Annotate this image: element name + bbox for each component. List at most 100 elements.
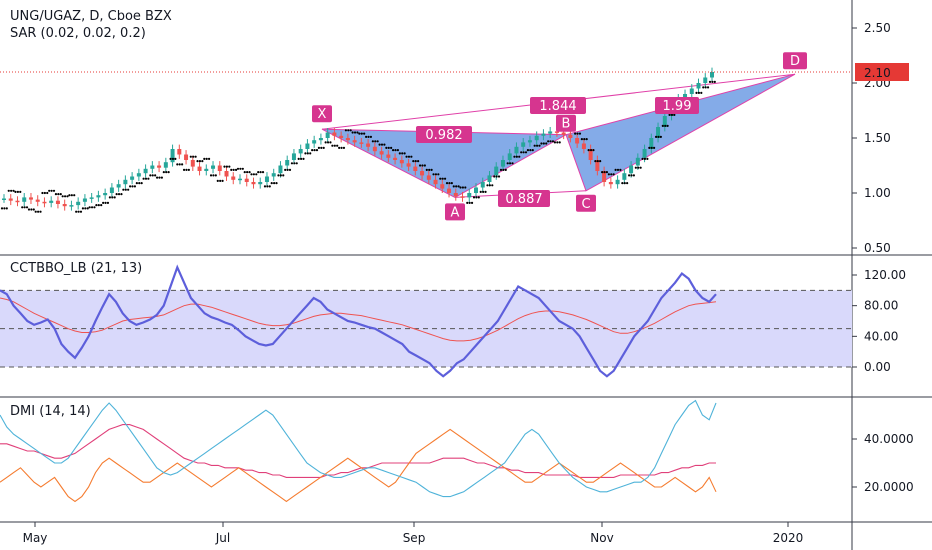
sar-dot xyxy=(403,152,406,155)
candle-body xyxy=(689,88,694,94)
time-tick-label: Nov xyxy=(590,531,613,545)
sar-dot xyxy=(643,157,647,160)
sar-dot xyxy=(387,146,390,149)
sar-dot xyxy=(162,171,165,174)
candle-body xyxy=(534,135,539,141)
candle-body xyxy=(649,138,654,149)
sar-dot xyxy=(194,155,197,158)
price-tick-label: 1.00 xyxy=(864,186,891,200)
sar-dot xyxy=(140,182,143,185)
sar-dot xyxy=(452,185,455,188)
ratio-label-xac: 0.887 xyxy=(505,192,542,207)
sar-dot xyxy=(250,173,253,176)
candle-body xyxy=(312,140,317,144)
sar-dot xyxy=(127,188,130,191)
sar-dot xyxy=(410,155,413,158)
candle-body xyxy=(372,146,377,152)
sar-dot xyxy=(553,141,557,144)
sar-dot xyxy=(84,207,87,210)
sar-dot xyxy=(263,185,267,188)
point-label-a: A xyxy=(451,205,460,220)
sar-dot xyxy=(138,182,141,185)
dmi-tick-label: 20.0000 xyxy=(864,480,914,494)
sar-dot xyxy=(574,132,577,135)
candle-body xyxy=(55,200,60,204)
sar-dot xyxy=(418,164,422,167)
sar-dot xyxy=(169,157,172,160)
current-price-badge xyxy=(855,63,909,81)
sar-dot xyxy=(293,162,296,165)
sar-dot xyxy=(713,80,716,83)
sar-dot xyxy=(535,144,539,147)
sar-dot xyxy=(659,135,662,138)
sar-dot xyxy=(171,157,175,160)
sar-dot xyxy=(322,146,325,149)
sar-dot xyxy=(578,132,582,135)
sar-dot xyxy=(331,144,334,147)
candle-body xyxy=(683,94,688,99)
sar-dot xyxy=(286,168,289,171)
candle-body xyxy=(500,160,505,167)
sar-dot xyxy=(391,149,395,152)
sar-dot xyxy=(234,168,238,171)
sar-dot xyxy=(43,191,46,195)
dmi-title: DMI (14, 14) xyxy=(10,404,91,419)
sar-dot xyxy=(239,167,242,170)
sar-dot xyxy=(394,149,397,152)
sar-dot xyxy=(632,174,635,177)
candle-body xyxy=(710,72,714,78)
dmi-plus-line xyxy=(0,399,717,498)
sar-dot xyxy=(219,179,222,182)
sar-dot xyxy=(77,210,80,213)
sar-dot xyxy=(236,167,240,170)
sar-dot xyxy=(214,174,217,177)
sar-dot xyxy=(551,140,555,143)
candle-body xyxy=(393,157,398,160)
sar-dot xyxy=(495,175,498,178)
sar-dot xyxy=(695,91,698,94)
sar-dot xyxy=(513,155,516,158)
sar-dot xyxy=(52,189,56,192)
time-tick-label: May xyxy=(23,531,48,545)
sar-dot xyxy=(423,164,426,167)
sar-dot xyxy=(5,207,8,210)
candle-body xyxy=(251,182,256,185)
sar-dot xyxy=(506,162,509,165)
candle-body xyxy=(271,173,276,177)
sar-dot xyxy=(533,144,536,147)
candle-body xyxy=(615,179,620,185)
candle-body xyxy=(406,163,411,167)
candle-body xyxy=(426,175,431,180)
sar-dot xyxy=(603,171,606,174)
candle-body xyxy=(622,173,627,180)
sar-dot xyxy=(614,168,617,171)
sar-dot xyxy=(457,185,460,188)
candle-body xyxy=(35,199,40,202)
sar-dot xyxy=(475,196,478,199)
sar-dot xyxy=(430,168,433,171)
sar-dot xyxy=(243,171,246,174)
sar-dot xyxy=(470,201,474,204)
sar-dot xyxy=(284,168,287,171)
sar-dot xyxy=(54,193,58,196)
sar-dot xyxy=(223,165,226,168)
sar-dot xyxy=(108,196,111,199)
sar-dot xyxy=(522,151,525,154)
candle-body xyxy=(494,166,499,176)
point-label-x-bg xyxy=(312,105,332,123)
sar-dot xyxy=(151,174,154,177)
candle-body xyxy=(608,182,613,185)
ratio-label-xab-bg xyxy=(416,126,472,143)
ratio-label-xab: 0.982 xyxy=(425,128,462,143)
sar-dot xyxy=(248,171,251,174)
candle-body xyxy=(217,165,222,171)
sar-dot xyxy=(90,206,94,209)
sar-dot xyxy=(623,182,626,185)
candle-body xyxy=(521,142,526,147)
point-label-b: B xyxy=(562,117,571,132)
sar-dot xyxy=(493,175,496,178)
osc-signal-line xyxy=(0,297,717,342)
sar-dot xyxy=(16,190,19,193)
candle-body xyxy=(96,195,101,198)
